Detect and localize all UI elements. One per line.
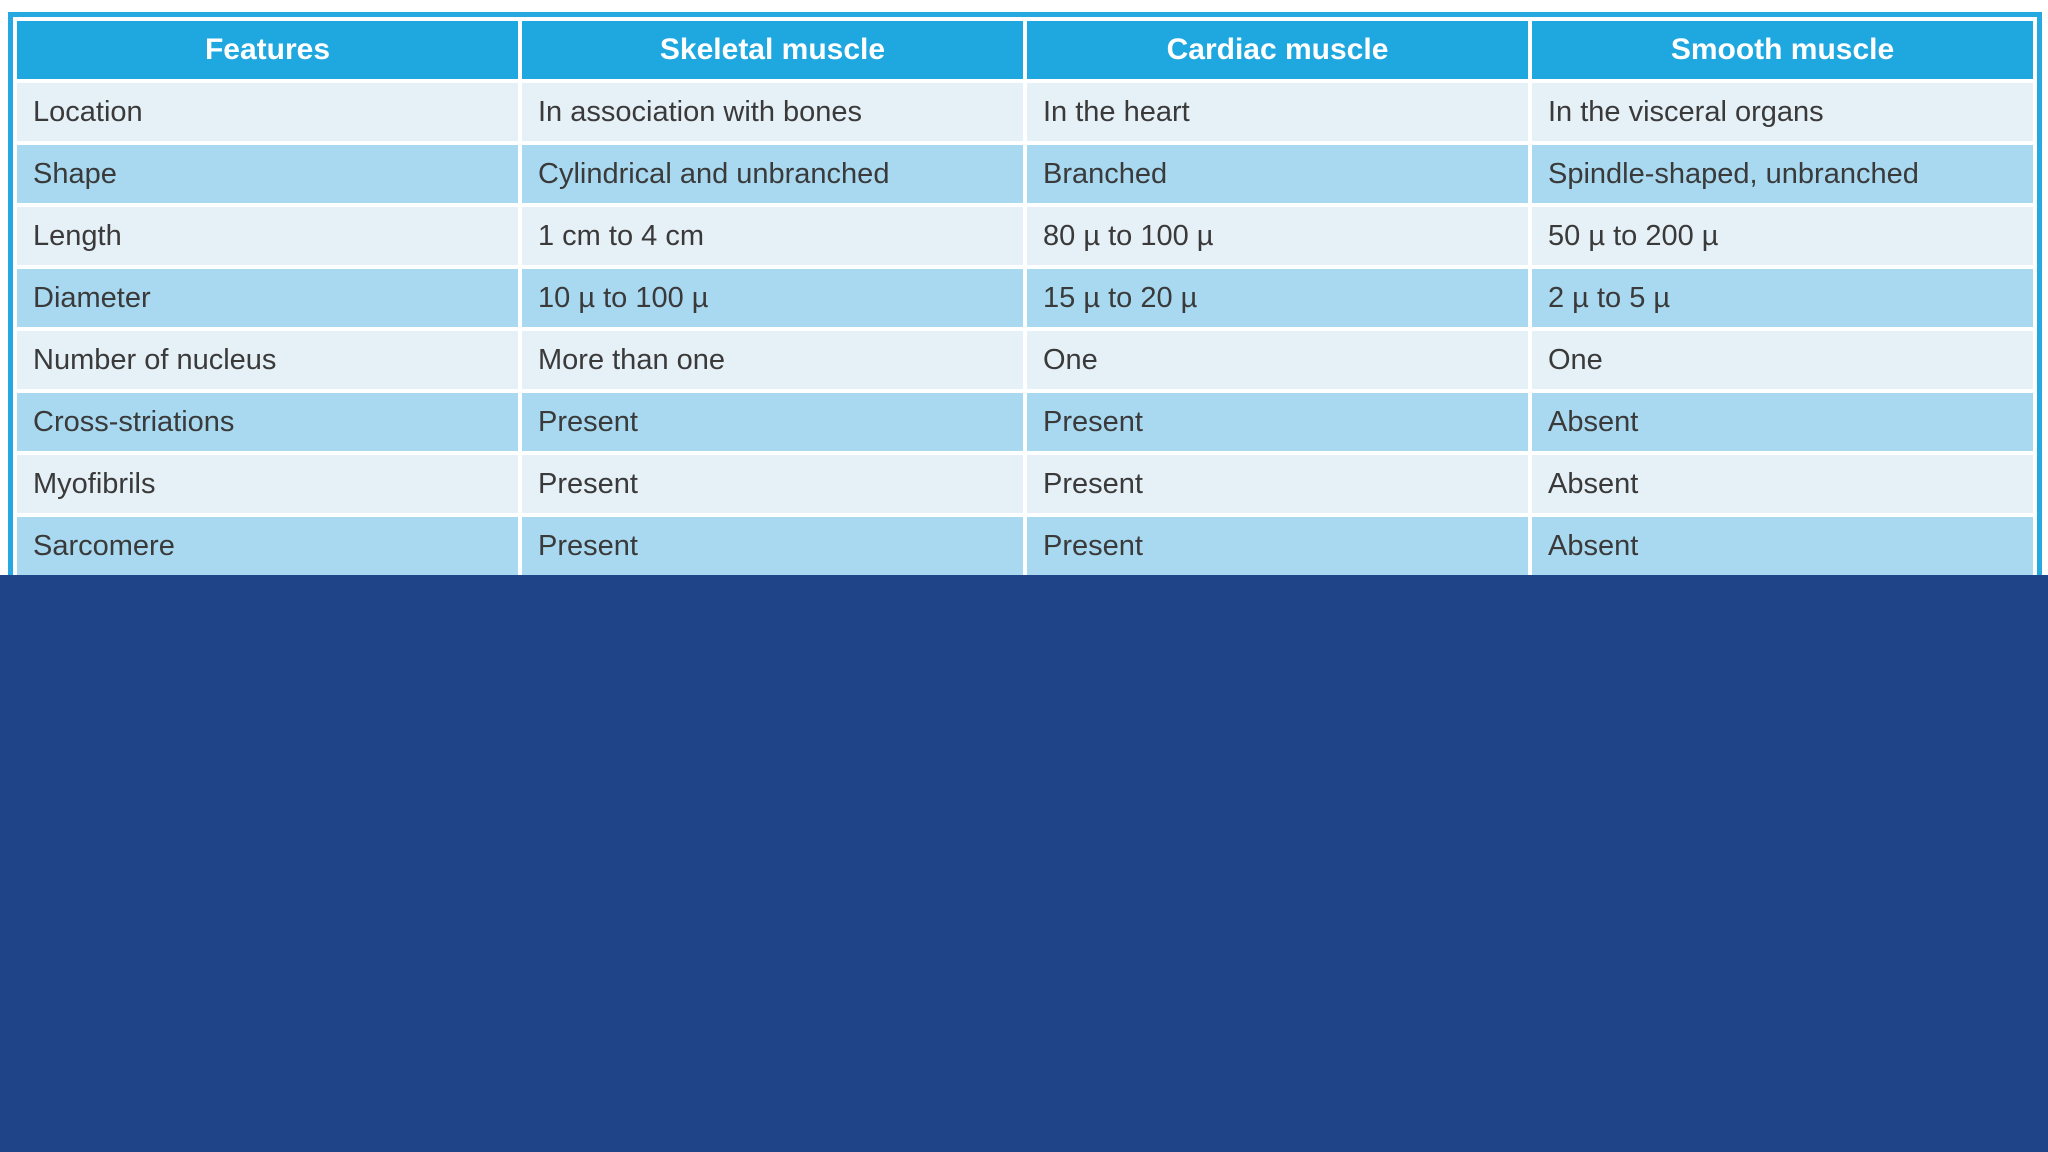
- table-cell: 80 µ to 100 µ: [1027, 207, 1528, 265]
- table-cell: One: [1532, 331, 2033, 389]
- table-cell: In the visceral organs: [1532, 83, 2033, 141]
- column-header-cardiac-muscle: Cardiac muscle: [1027, 21, 1528, 79]
- table-cell: In association with bones: [522, 83, 1023, 141]
- table-row-length: Length 1 cm to 4 cm 80 µ to 100 µ 50 µ t…: [17, 207, 2033, 265]
- table-cell: 50 µ to 200 µ: [1532, 207, 2033, 265]
- table-cell: Absent: [1532, 455, 2033, 513]
- row-feature-label: Length: [17, 207, 518, 265]
- table-row-diameter: Diameter 10 µ to 100 µ 15 µ to 20 µ 2 µ …: [17, 269, 2033, 327]
- table-cell: 15 µ to 20 µ: [1027, 269, 1528, 327]
- row-feature-label: Number of nucleus: [17, 331, 518, 389]
- table-cell: Absent: [1532, 517, 2033, 575]
- column-header-smooth-muscle: Smooth muscle: [1532, 21, 2033, 79]
- table-header: Features Skeletal muscle Cardiac muscle …: [17, 21, 2033, 79]
- row-feature-label: Location: [17, 83, 518, 141]
- table-body: Location In association with bones In th…: [17, 83, 2033, 575]
- table-cell: Present: [522, 393, 1023, 451]
- table-row-shape: Shape Cylindrical and unbranched Branche…: [17, 145, 2033, 203]
- table-cell: 1 cm to 4 cm: [522, 207, 1023, 265]
- row-feature-label: Cross-striations: [17, 393, 518, 451]
- table-row-myofibrils: Myofibrils Present Present Absent: [17, 455, 2033, 513]
- table-cell: Branched: [1027, 145, 1528, 203]
- row-feature-label: Myofibrils: [17, 455, 518, 513]
- column-header-features: Features: [17, 21, 518, 79]
- footer-panel: [0, 575, 2048, 1152]
- table-cell: Cylindrical and unbranched: [522, 145, 1023, 203]
- comparison-table: Features Skeletal muscle Cardiac muscle …: [8, 12, 2042, 579]
- table-cell: More than one: [522, 331, 1023, 389]
- row-feature-label: Sarcomere: [17, 517, 518, 575]
- table-cell: Absent: [1532, 393, 2033, 451]
- table-cell: 2 µ to 5 µ: [1532, 269, 2033, 327]
- table-cell: 10 µ to 100 µ: [522, 269, 1023, 327]
- muscle-comparison-table: Features Skeletal muscle Cardiac muscle …: [8, 12, 2042, 579]
- table-row-cross-striations: Cross-striations Present Present Absent: [17, 393, 2033, 451]
- table-cell: Present: [522, 455, 1023, 513]
- table-cell: One: [1027, 331, 1528, 389]
- table-row-number-of-nucleus: Number of nucleus More than one One One: [17, 331, 2033, 389]
- table-row-location: Location In association with bones In th…: [17, 83, 2033, 141]
- table-cell: Present: [522, 517, 1023, 575]
- header-row: Features Skeletal muscle Cardiac muscle …: [17, 21, 2033, 79]
- row-feature-label: Diameter: [17, 269, 518, 327]
- table-cell: Spindle-shaped, unbranched: [1532, 145, 2033, 203]
- table-cell: Present: [1027, 393, 1528, 451]
- table-row-sarcomere: Sarcomere Present Present Absent: [17, 517, 2033, 575]
- row-feature-label: Shape: [17, 145, 518, 203]
- table-cell: In the heart: [1027, 83, 1528, 141]
- column-header-skeletal-muscle: Skeletal muscle: [522, 21, 1023, 79]
- table-cell: Present: [1027, 455, 1528, 513]
- table-cell: Present: [1027, 517, 1528, 575]
